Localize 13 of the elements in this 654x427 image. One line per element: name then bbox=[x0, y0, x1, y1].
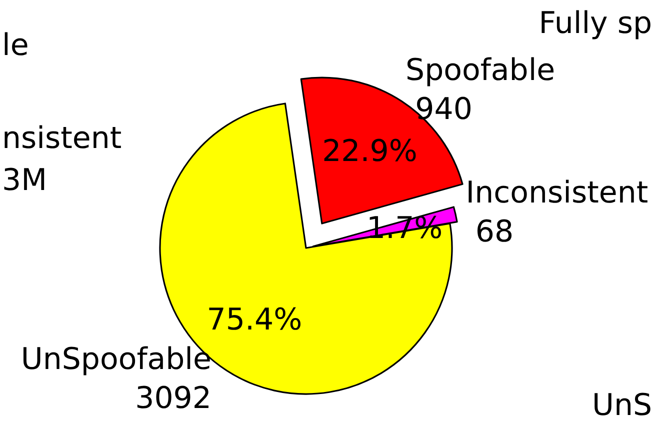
text: UnS bbox=[592, 388, 652, 423]
slice-label: Inconsistent bbox=[466, 175, 648, 210]
data-label: 940 bbox=[415, 92, 472, 128]
text: 22.9% bbox=[322, 134, 418, 169]
text: 3M bbox=[2, 163, 47, 198]
text: 75.4% bbox=[206, 302, 302, 338]
slice-label: UnSpoofable bbox=[20, 342, 212, 378]
text: le bbox=[2, 28, 29, 63]
data-label: 68 bbox=[475, 214, 514, 250]
text: Fully sp bbox=[538, 6, 652, 41]
data-label: 3092 bbox=[135, 381, 212, 416]
slice-label: Spoofable bbox=[406, 53, 556, 88]
text: nsistent bbox=[2, 121, 122, 156]
